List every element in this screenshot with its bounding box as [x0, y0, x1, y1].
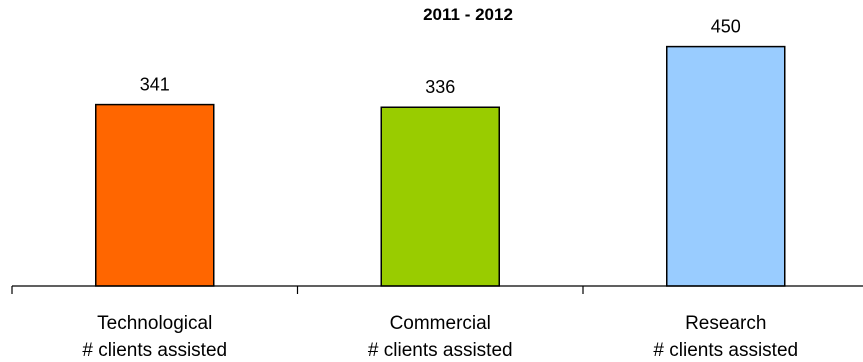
category-label: Research: [685, 313, 766, 334]
data-label: 450: [711, 17, 741, 37]
chart-title: 2011 - 2012: [423, 5, 513, 24]
data-label: 336: [425, 77, 455, 97]
bar-technological: [95, 103, 215, 287]
category-label: Technological: [97, 313, 212, 334]
category-sublabel: # clients assisted: [653, 340, 798, 361]
data-label: 341: [140, 75, 170, 95]
category-sublabel: # clients assisted: [368, 340, 513, 361]
x-axis: [11, 285, 863, 294]
category-label: Commercial: [390, 313, 491, 334]
bar-commercial: [380, 106, 500, 287]
category-sublabel: # clients assisted: [82, 340, 227, 361]
labels-layer: 341 Technological # clients assisted 336 Com…: [82, 17, 798, 361]
bar-research: [666, 45, 786, 287]
bars-layer: [95, 45, 786, 287]
